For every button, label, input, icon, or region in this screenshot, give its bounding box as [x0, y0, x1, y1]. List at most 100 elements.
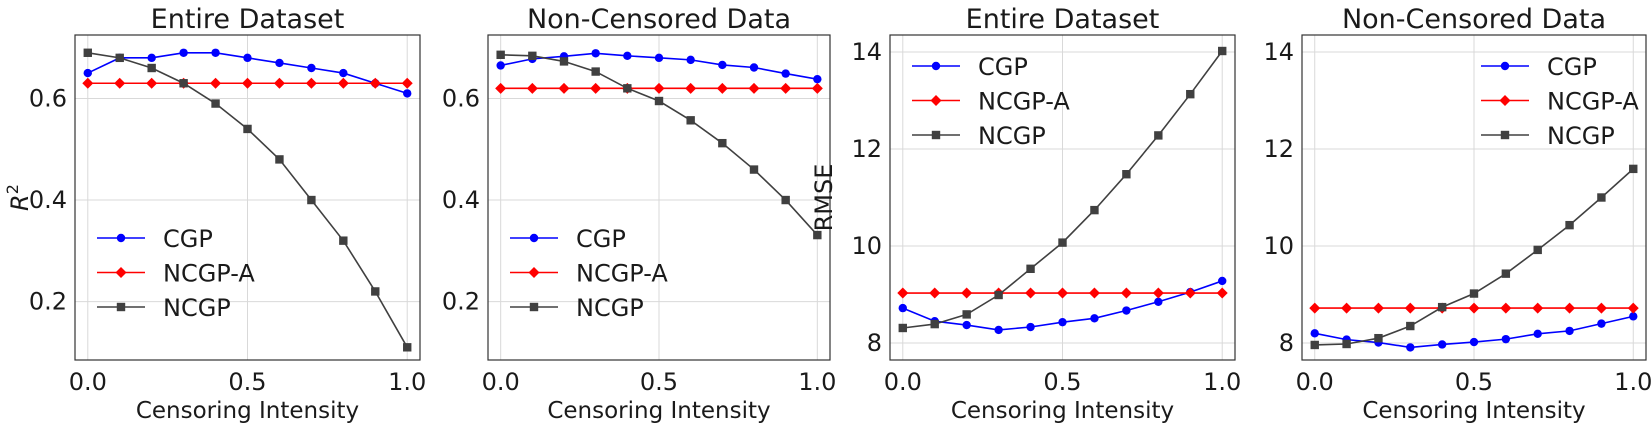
data-point	[591, 67, 600, 76]
data-point	[962, 320, 971, 330]
data-point	[1310, 329, 1319, 338]
data-point	[275, 58, 284, 68]
data-point	[686, 55, 695, 65]
data-point	[781, 69, 790, 78]
series-ncgp	[83, 48, 412, 352]
x-tick-label: 0.0	[482, 368, 520, 396]
data-point	[211, 99, 220, 108]
data-point	[242, 77, 253, 89]
data-point	[1404, 302, 1416, 314]
data-point	[339, 236, 348, 245]
legend-label: NCGP	[576, 294, 644, 322]
data-point	[179, 48, 188, 57]
data-point	[83, 48, 92, 57]
data-point	[1184, 287, 1196, 299]
x-tick-label: 0.0	[1296, 368, 1334, 396]
data-point	[686, 116, 695, 125]
legend: CGP NCGP-A NCGP	[1481, 53, 1639, 150]
plot-frame	[1301, 34, 1647, 361]
data-point	[813, 230, 822, 240]
data-point	[590, 82, 602, 94]
legend-marker	[116, 302, 126, 312]
x-tick-label: 1.0	[388, 368, 426, 396]
data-point	[718, 138, 727, 148]
x-tick-label: 0.5	[640, 368, 678, 396]
y-tick-label: 0.4	[442, 186, 480, 214]
data-point	[1469, 337, 1479, 347]
data-point	[962, 310, 971, 319]
plot-frame	[889, 34, 1236, 361]
data-point	[749, 63, 759, 72]
data-point	[1342, 339, 1351, 349]
data-point	[496, 50, 505, 60]
data-point	[1627, 302, 1639, 314]
data-point	[1532, 302, 1544, 314]
legend: CGP NCGP-A NCGP	[510, 225, 668, 322]
data-point	[243, 53, 252, 63]
data-point	[210, 77, 222, 89]
data-point	[1564, 302, 1576, 314]
data-point	[780, 82, 792, 94]
data-point	[1218, 46, 1227, 56]
data-point	[369, 77, 381, 89]
data-point	[147, 53, 156, 63]
y-tick-label: 12	[1263, 135, 1294, 163]
data-point	[994, 290, 1003, 300]
data-point	[749, 165, 759, 174]
data-point	[1565, 220, 1574, 230]
data-point	[307, 195, 316, 205]
legend-marker	[528, 267, 540, 278]
x-tick-label: 0.0	[69, 368, 107, 396]
data-point	[1595, 302, 1607, 314]
data-point	[307, 63, 316, 73]
legend-marker	[930, 95, 942, 106]
data-point	[718, 60, 727, 70]
legend-marker	[529, 302, 539, 312]
data-point	[1309, 302, 1321, 314]
y-tick-label: 8	[867, 329, 882, 357]
data-point	[716, 82, 728, 94]
y-tick-label: 0.2	[442, 288, 480, 316]
data-point	[403, 343, 412, 352]
x-tick-label: 1.0	[1203, 368, 1241, 396]
legend-marker	[529, 233, 539, 243]
x-axis-label: Censoring Intensity	[1362, 398, 1585, 424]
chart-title: Non-Censored Data	[1342, 4, 1606, 35]
data-point	[898, 303, 907, 313]
data-point	[623, 84, 632, 93]
data-point	[1216, 287, 1228, 299]
data-point	[653, 82, 665, 94]
legend-label: NCGP-A	[1547, 88, 1639, 116]
chart-panel-1: Entire Dataset 0.0 0.5 1.0 0.2 0.4 0.6 Censorin…	[3, 4, 426, 424]
data-point	[211, 48, 220, 57]
data-point	[1025, 287, 1037, 299]
data-point	[1437, 302, 1447, 312]
legend: CGP NCGP-A NCGP	[912, 53, 1070, 150]
data-point	[748, 82, 760, 94]
series-ncgp-a	[1309, 302, 1639, 314]
data-point	[623, 51, 632, 61]
data-point	[371, 287, 380, 296]
series-ncgp-a	[82, 77, 413, 89]
data-point	[685, 82, 697, 94]
series-ncgp	[496, 50, 822, 240]
data-point	[243, 124, 252, 134]
data-point	[495, 82, 507, 94]
data-point	[1341, 302, 1353, 314]
series-ncgp	[898, 46, 1227, 333]
data-point	[781, 195, 790, 205]
data-point	[526, 82, 538, 94]
legend-marker	[1499, 95, 1511, 106]
data-point	[1533, 329, 1542, 339]
y-tick-label: 10	[851, 232, 882, 260]
data-point	[115, 53, 124, 63]
data-point	[339, 68, 348, 78]
data-point	[1406, 321, 1415, 331]
data-point	[1310, 340, 1319, 350]
y-axis-label-text: RMSE	[810, 164, 838, 232]
data-point	[930, 319, 939, 329]
data-point	[1154, 131, 1163, 140]
data-point	[496, 61, 505, 70]
data-point	[1026, 264, 1035, 274]
